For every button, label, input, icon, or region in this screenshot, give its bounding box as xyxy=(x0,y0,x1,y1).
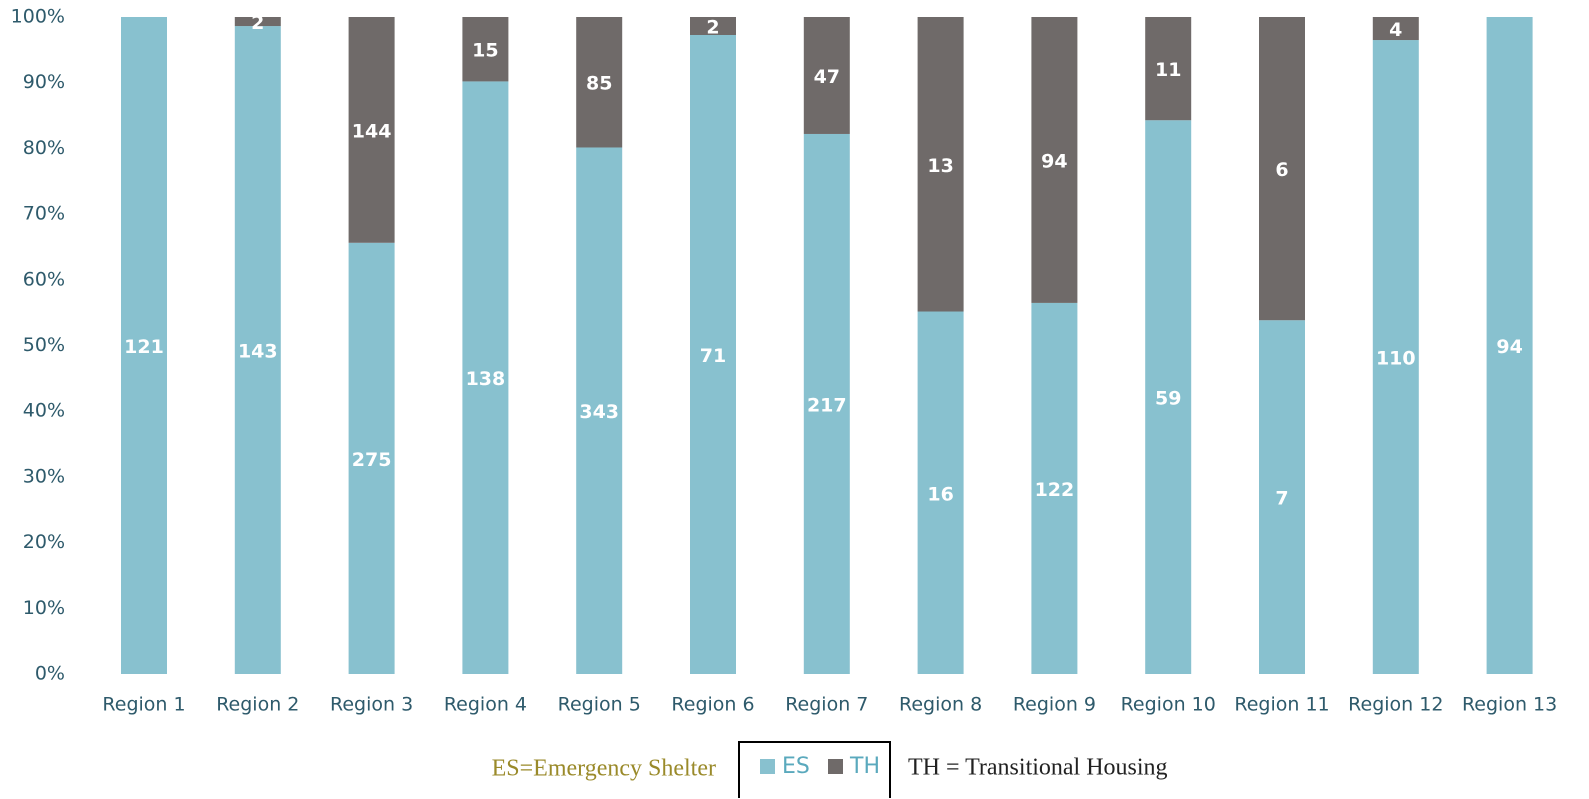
data-label: 59 xyxy=(1155,388,1181,410)
bar-segment xyxy=(234,17,281,27)
x-tick-label: Region 10 xyxy=(1121,694,1216,716)
y-tick-label: 100% xyxy=(11,6,65,28)
bar-segment xyxy=(1031,302,1078,674)
data-label: 144 xyxy=(352,120,392,142)
data-label: 343 xyxy=(579,401,619,423)
bar-segment xyxy=(1372,17,1419,41)
data-label: 71 xyxy=(700,345,726,367)
y-tick-label: 10% xyxy=(23,597,65,619)
bar-segment xyxy=(1372,40,1419,675)
x-tick-label: Region 9 xyxy=(1013,694,1096,716)
y-tick-label: 70% xyxy=(23,203,65,225)
y-tick-label: 0% xyxy=(35,663,65,685)
data-label: 11 xyxy=(1155,59,1181,81)
x-tick-label: Region 13 xyxy=(1462,694,1557,716)
bar-segment xyxy=(576,147,623,674)
bar-segment xyxy=(1145,17,1192,121)
x-tick-label: Region 3 xyxy=(330,694,413,716)
data-label: 217 xyxy=(807,394,847,416)
data-label: 47 xyxy=(814,66,840,88)
data-label: 6 xyxy=(1275,159,1288,181)
legend-label: TH xyxy=(849,754,880,779)
x-tick-label: Region 4 xyxy=(444,694,527,716)
data-label: 138 xyxy=(466,368,506,390)
y-tick-label: 50% xyxy=(23,334,65,356)
x-tick-label: Region 7 xyxy=(785,694,868,716)
data-label: 2 xyxy=(706,17,719,39)
data-label: 15 xyxy=(472,40,498,62)
annotation: TH = Transitional Housing xyxy=(908,755,1168,781)
data-label: 4 xyxy=(1389,19,1402,41)
x-tick-label: Region 12 xyxy=(1348,694,1443,716)
bar-segment xyxy=(690,35,736,674)
data-label: 121 xyxy=(124,336,164,358)
annotation: ES=Emergency Shelter xyxy=(492,756,716,782)
bar-segment xyxy=(917,311,964,674)
x-tick-label: Region 6 xyxy=(671,694,754,716)
data-label: 94 xyxy=(1041,150,1067,172)
bar-segment xyxy=(803,133,850,674)
bar-segment xyxy=(576,17,623,148)
data-label: 13 xyxy=(927,155,953,177)
data-label: 122 xyxy=(1035,479,1075,501)
legend-swatch xyxy=(760,759,775,774)
legend-swatch xyxy=(828,759,843,774)
x-tick-label: Region 1 xyxy=(102,694,185,716)
bar-segment xyxy=(1259,17,1305,321)
bar-segment xyxy=(803,17,850,134)
x-tick-label: Region 5 xyxy=(558,694,641,716)
y-tick-label: 40% xyxy=(23,400,65,422)
y-tick-label: 90% xyxy=(23,71,65,93)
x-tick-label: Region 2 xyxy=(216,694,299,716)
data-label: 143 xyxy=(238,341,278,363)
x-tick-label: Region 8 xyxy=(899,694,982,716)
data-label: 85 xyxy=(586,73,612,95)
data-label: 16 xyxy=(927,483,953,505)
y-tick-label: 80% xyxy=(23,137,65,159)
bar-segment xyxy=(462,17,509,82)
y-tick-label: 20% xyxy=(23,531,65,553)
bar-segment xyxy=(1145,120,1192,674)
data-label: 275 xyxy=(352,449,392,471)
y-tick-label: 60% xyxy=(23,268,65,290)
bar-segment xyxy=(121,17,167,674)
data-label: 110 xyxy=(1376,348,1416,370)
legend-label: ES xyxy=(782,754,810,779)
bar-segment xyxy=(1486,17,1533,674)
bar-segment xyxy=(348,17,395,243)
bar-segment xyxy=(690,17,736,35)
x-tick-label: Region 11 xyxy=(1234,694,1329,716)
bar-segment xyxy=(917,17,964,312)
data-label: 7 xyxy=(1275,488,1288,510)
bar-segment xyxy=(348,242,395,675)
y-tick-label: 30% xyxy=(23,465,65,487)
bar-segment xyxy=(1259,320,1305,674)
legend-box xyxy=(738,741,891,798)
data-label: 94 xyxy=(1496,336,1522,358)
bar-segment xyxy=(1031,17,1078,303)
bar-segment xyxy=(462,81,509,675)
data-label: 2 xyxy=(251,12,264,34)
bar-segment xyxy=(234,26,281,674)
